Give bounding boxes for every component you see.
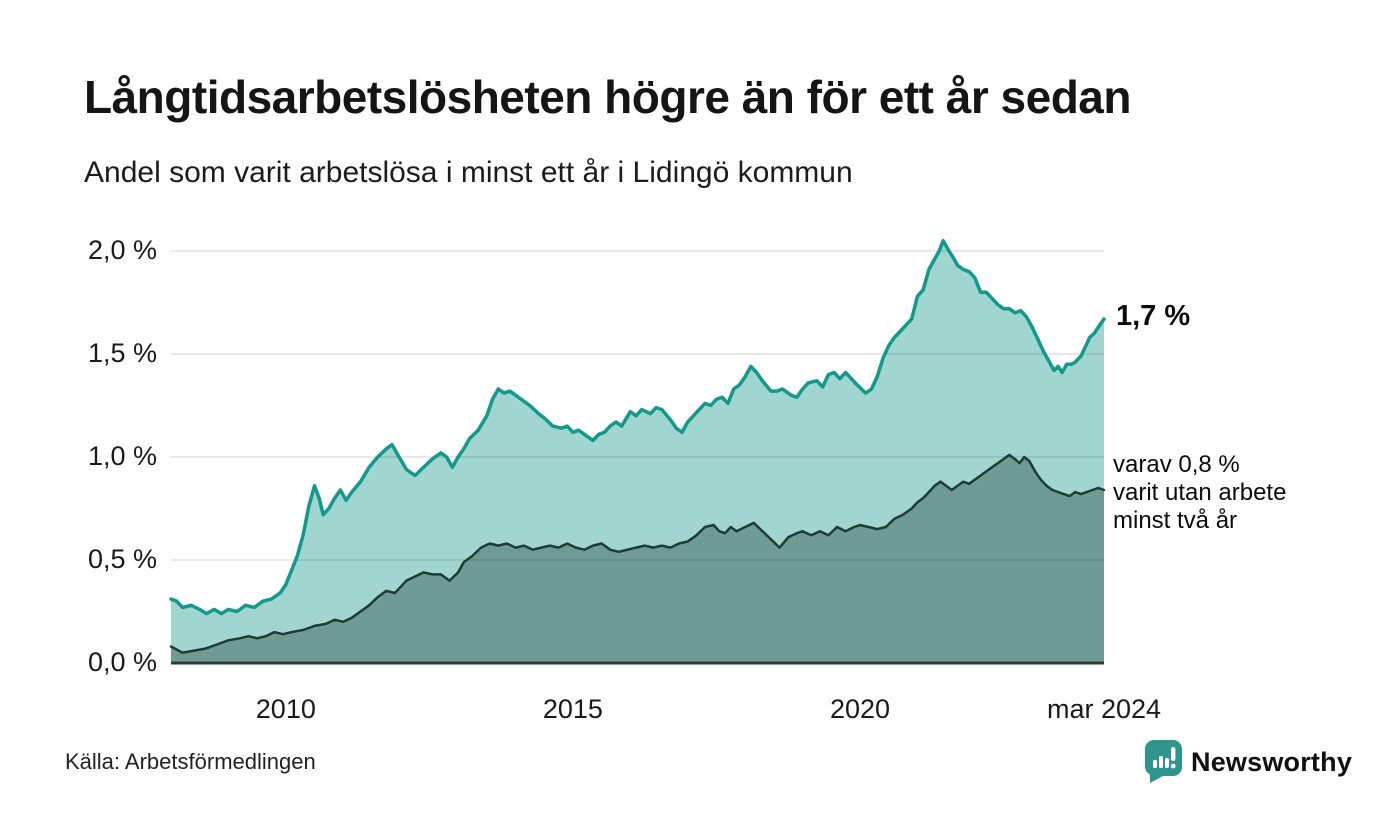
series2-annotation: varav 0,8 % varit utan arbete minst två … (1113, 451, 1286, 535)
y-tick-label: 1,0 % (87, 441, 157, 471)
series2-annotation-line2: varit utan arbete (1113, 479, 1287, 506)
y-tick-label: 0,5 % (87, 544, 157, 574)
y-tick-label: 2,0 % (87, 235, 157, 265)
newsworthy-logo[interactable]: Newsworthy (1145, 739, 1352, 785)
x-tick-label: 2010 (255, 694, 316, 724)
newsworthy-logo-icon (1145, 740, 1182, 783)
series2-annotation-line1: varav 0,8 % (1113, 451, 1240, 478)
newsworthy-logo-text: Newsworthy (1191, 746, 1353, 777)
series1-latest-value-label: 1,7 % (1116, 299, 1191, 332)
y-tick-label: 0,0 % (87, 647, 157, 677)
x-tick-label: 2015 (542, 694, 603, 724)
x-tick-label: mar 2024 (1046, 694, 1162, 724)
y-tick-label: 1,5 % (87, 338, 157, 368)
x-tick-label: 2020 (829, 694, 891, 724)
series2-annotation-line3: minst två år (1113, 507, 1238, 534)
chart-subtitle: Andel som varit arbetslösa i minst ett å… (84, 156, 853, 189)
page-title: Långtidsarbetslösheten högre än för ett … (84, 71, 1131, 123)
source-attribution: Källa: Arbetsförmedlingen (65, 749, 316, 774)
